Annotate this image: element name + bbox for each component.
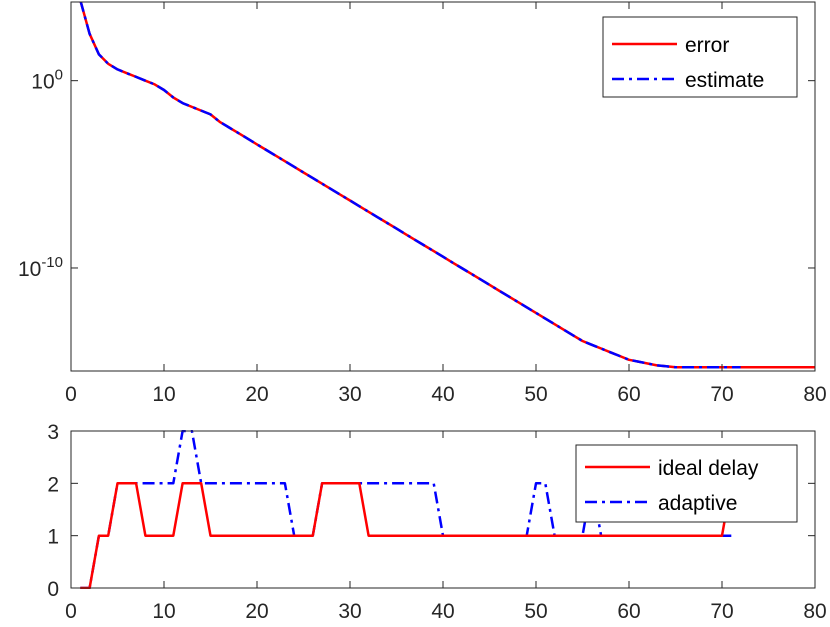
y-tick-label-top: 100	[31, 67, 63, 94]
plot-area-top	[79, 2, 815, 369]
y-tick-label-bottom: 1	[47, 526, 59, 549]
x-tick-label-bottom: 20	[245, 600, 268, 623]
legend-label-ideal-delay: ideal delay	[658, 457, 759, 480]
x-tick-label-top: 0	[65, 383, 77, 406]
legend-label-estimate: estimate	[685, 69, 764, 92]
y-tick-label-bottom: 3	[47, 421, 59, 444]
y-tick-label-bottom: 2	[47, 473, 59, 496]
legend-label-adaptive: adaptive	[658, 492, 737, 515]
x-tick-label-top: 30	[338, 383, 361, 406]
x-tick-label-bottom: 70	[710, 600, 733, 623]
x-tick-label-top: 20	[245, 383, 268, 406]
x-tick-label-bottom: 30	[338, 600, 361, 623]
legend-bottom	[575, 444, 798, 523]
x-tick-label-bottom: 0	[65, 600, 77, 623]
x-tick-label-top: 10	[152, 383, 175, 406]
series-line-ideal-delay	[80, 482, 733, 589]
x-tick-label-top: 50	[524, 383, 547, 406]
x-tick-label-top: 60	[617, 383, 640, 406]
x-tick-label-bottom: 80	[803, 600, 826, 623]
plot-area-bottom	[80, 430, 733, 589]
x-tick-label-bottom: 10	[152, 600, 175, 623]
legend-top	[602, 16, 798, 98]
y-tick-label-top: 10-10	[18, 254, 63, 281]
x-tick-label-bottom: 50	[524, 600, 547, 623]
legend-label-error: error	[685, 34, 729, 57]
x-tick-label-bottom: 40	[431, 600, 454, 623]
x-tick-label-top: 80	[803, 383, 826, 406]
x-tick-label-bottom: 60	[617, 600, 640, 623]
x-tick-label-top: 40	[431, 383, 454, 406]
y-tick-label-bottom: 0	[47, 578, 59, 601]
x-tick-label-top: 70	[710, 383, 733, 406]
